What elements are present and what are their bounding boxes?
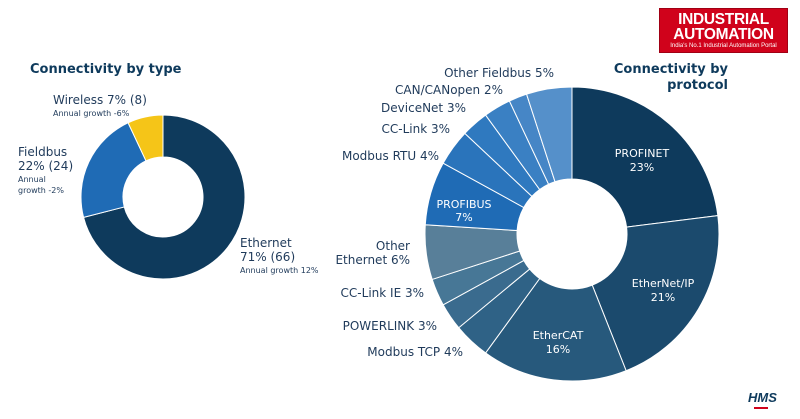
- type-slice-ethernet: [82, 114, 246, 280]
- type-slice-fieldbus: [80, 122, 147, 219]
- ethercat-slice-value: 16%: [546, 343, 570, 356]
- protocol-chart-title-line1: Connectivity by: [614, 62, 729, 77]
- ethercat-slice-label: EtherCAT: [533, 329, 584, 342]
- cclink-label: CC-Link 3%: [381, 122, 450, 136]
- other-fieldbus-label: Other Fieldbus 5%: [444, 66, 554, 80]
- ethernet-label: Ethernet: [240, 236, 292, 250]
- ethernetip-slice-label: EtherNet/IP: [632, 277, 695, 290]
- wireless-label: Wireless 7% (8): [53, 93, 147, 107]
- canopen-label: CAN/CANopen 2%: [395, 83, 503, 97]
- protocol-slice-ethercat: [484, 277, 627, 382]
- fieldbus-label: Fieldbus: [18, 145, 67, 159]
- profibus-slice-value: 7%: [455, 211, 472, 224]
- logo-line-1: INDUSTRIAL: [678, 11, 769, 28]
- other-ethernet-label-2: Ethernet 6%: [335, 253, 410, 267]
- cclink-ie-label: CC-Link IE 3%: [341, 286, 424, 300]
- profinet-slice-label: PROFINET: [615, 147, 670, 160]
- logo-line-2: AUTOMATION: [673, 26, 774, 43]
- ethernetip-slice-value: 21%: [651, 291, 675, 304]
- powerlink-label: POWERLINK 3%: [343, 319, 437, 333]
- type-donut-chart: [80, 114, 246, 280]
- devicenet-label: DeviceNet 3%: [381, 101, 466, 115]
- type-chart-title: Connectivity by type: [30, 62, 182, 77]
- protocol-slice-other-fieldbus: [525, 86, 573, 183]
- other-ethernet-label-1: Other: [376, 239, 410, 253]
- wireless-growth-label: Annual growth -6%: [53, 109, 130, 118]
- ethernet-value-label: 71% (66): [240, 250, 295, 264]
- hms-logo: HMS: [748, 390, 777, 405]
- logo-tagline: India's No.1 Industrial Automation Porta…: [670, 43, 777, 49]
- protocol-chart-title-line2: protocol: [667, 78, 728, 93]
- protocol-donut-chart: [424, 86, 720, 382]
- fieldbus-value-label: 22% (24): [18, 159, 73, 173]
- modbus-tcp-label: Modbus TCP 4%: [367, 345, 463, 359]
- fieldbus-growth-label-2: growth -2%: [18, 186, 64, 195]
- hms-logo-mark: [754, 407, 768, 409]
- industrial-automation-logo: INDUSTRIAL AUTOMATION India's No.1 Indus…: [659, 8, 788, 53]
- profinet-slice-value: 23%: [630, 161, 654, 174]
- protocol-slice-ethernet-ip: [591, 215, 720, 372]
- type-slice-wireless: [127, 114, 164, 162]
- protocol-slice-profinet: [571, 86, 719, 228]
- fieldbus-growth-label-1: Annual: [18, 175, 46, 184]
- modbus-rtu-label: Modbus RTU 4%: [342, 149, 439, 163]
- profibus-slice-label: PROFIBUS: [436, 198, 491, 211]
- ethernet-growth-label: Annual growth 12%: [240, 266, 319, 275]
